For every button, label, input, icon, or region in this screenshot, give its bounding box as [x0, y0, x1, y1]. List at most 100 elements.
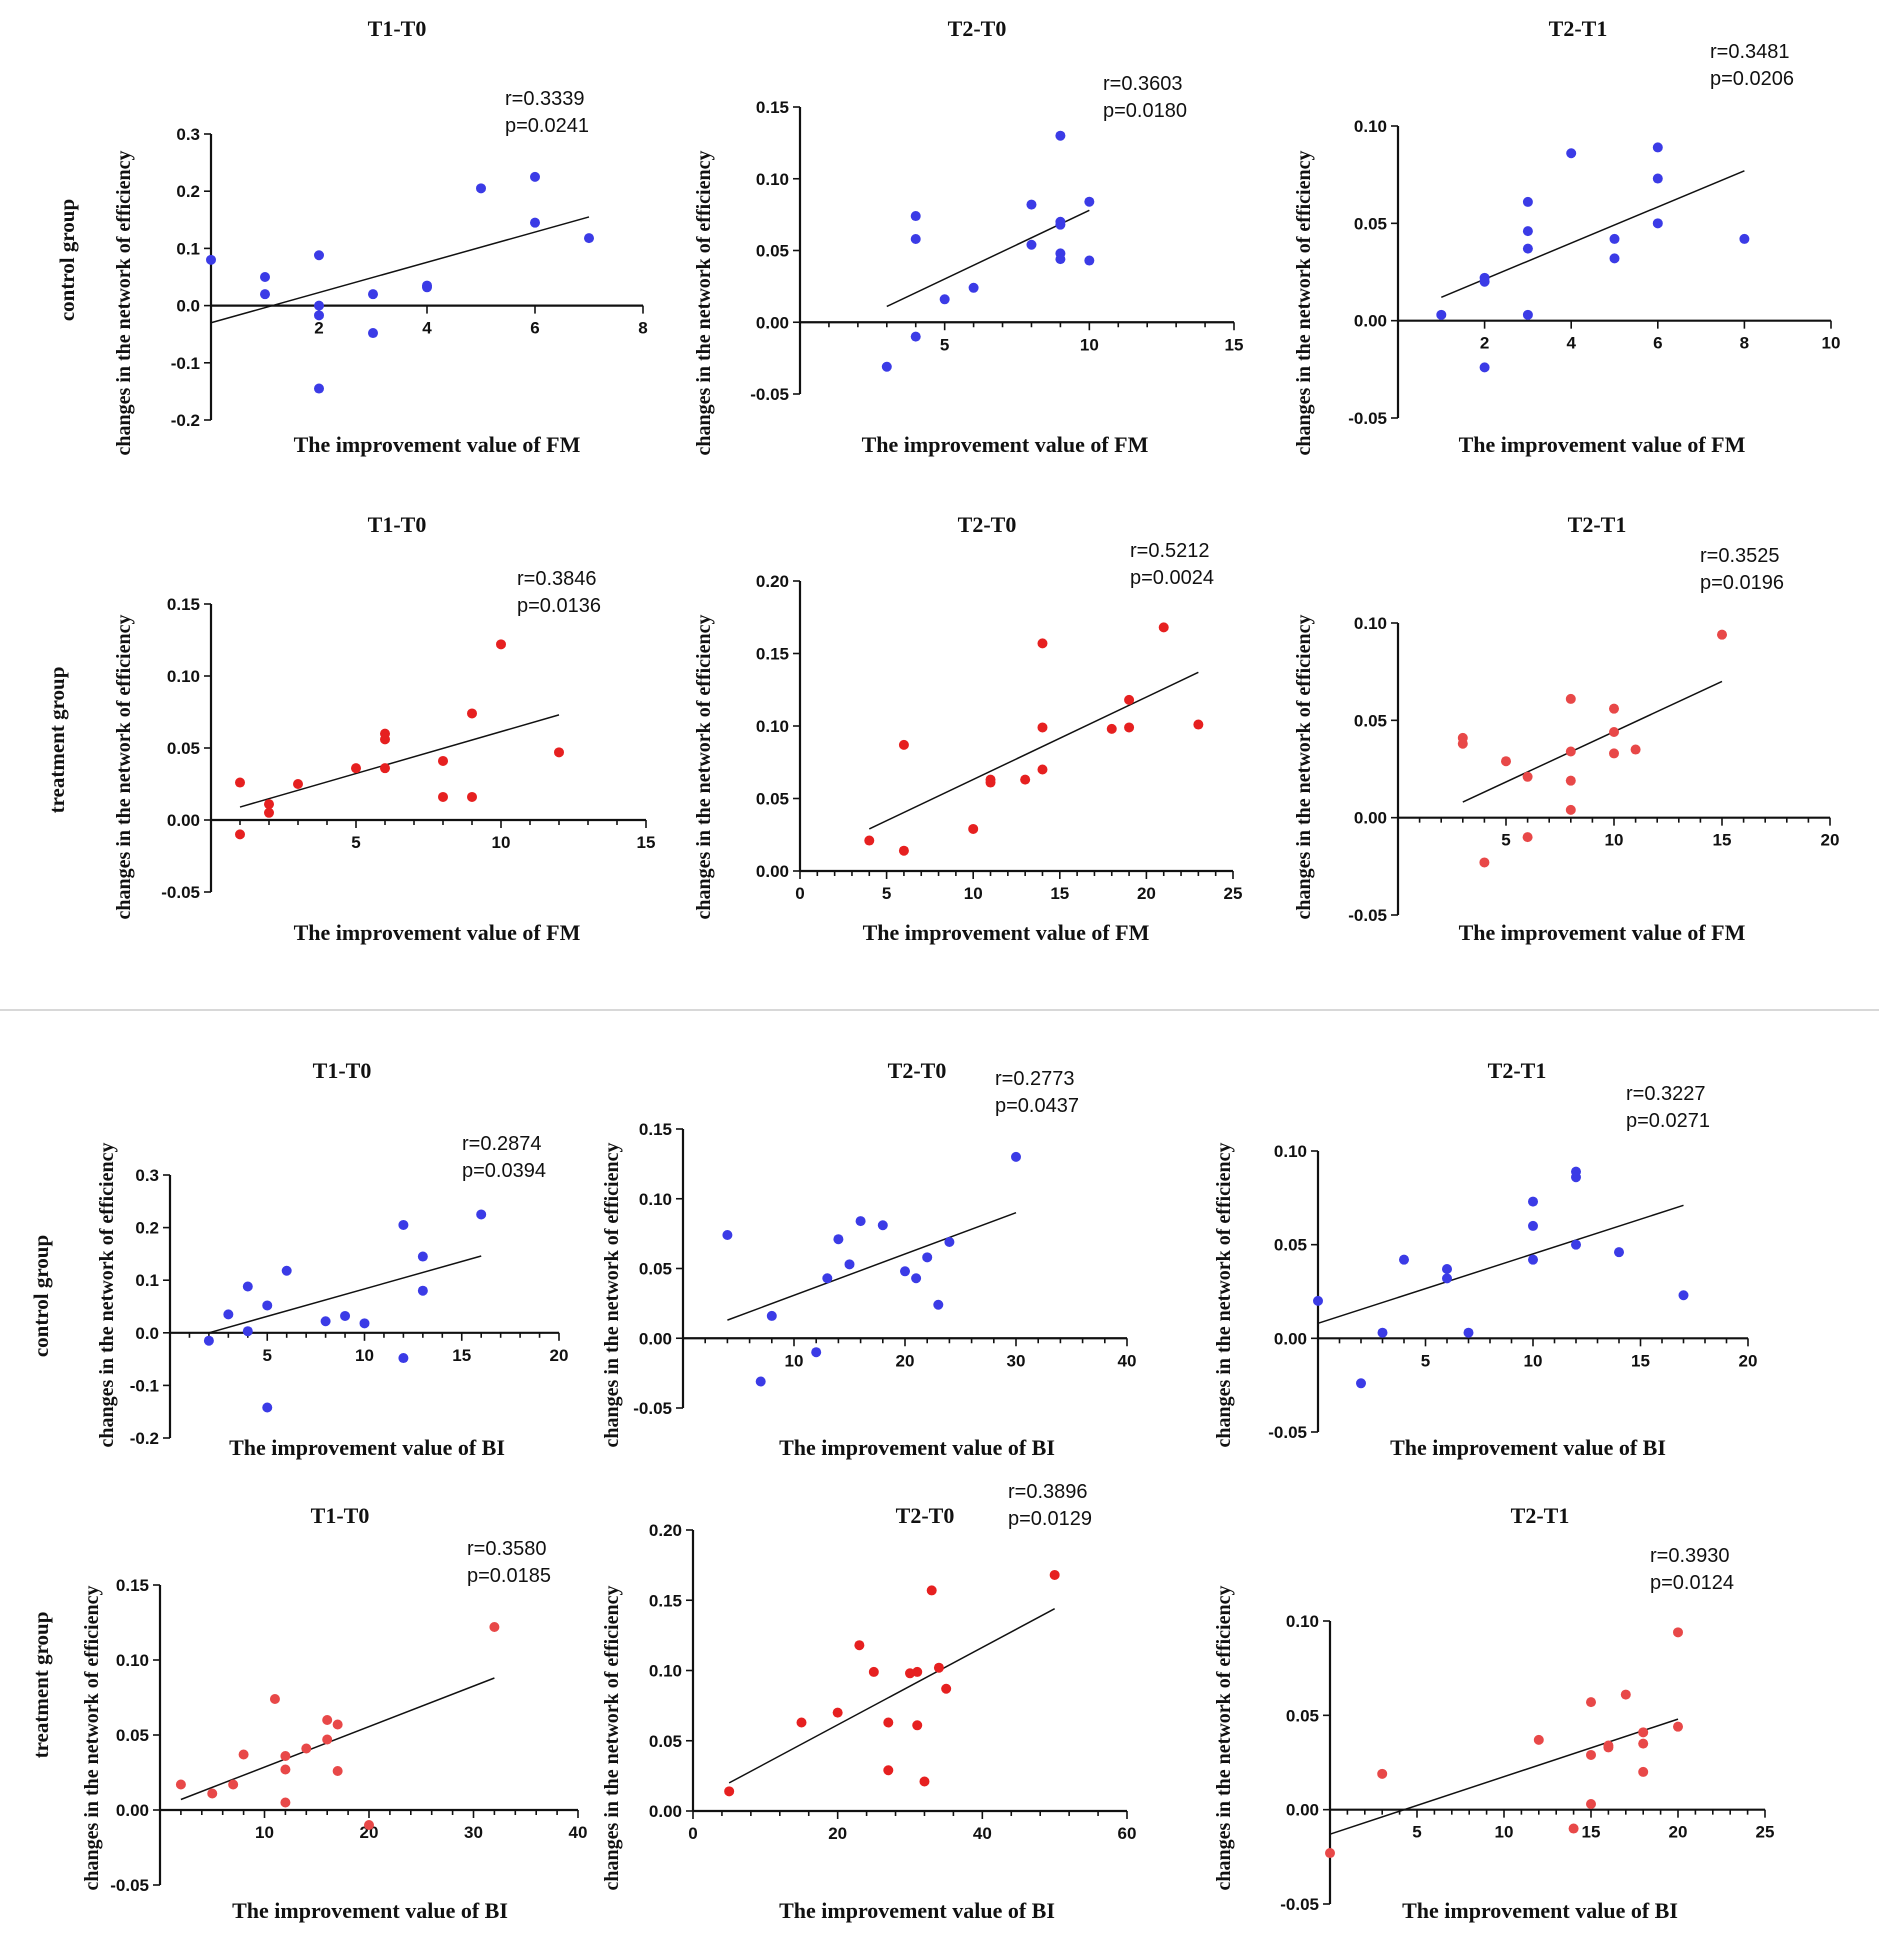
y-tick-label: 0.15	[116, 1576, 149, 1595]
data-point	[766, 1310, 777, 1321]
y-axis-title: changes in the network of efficiency	[1293, 151, 1315, 456]
data-point	[1571, 1239, 1581, 1250]
data-point	[238, 1749, 249, 1760]
x-axis-title: The improvement value of FM	[863, 920, 1150, 945]
x-tick-label: 15	[1631, 1351, 1650, 1370]
data-point	[1522, 243, 1533, 254]
data-point	[364, 1820, 374, 1830]
x-tick-label: 5	[351, 833, 360, 852]
y-tick-label: 0.0	[135, 1324, 159, 1343]
data-point	[1463, 1327, 1474, 1338]
p-value: p=0.0136	[517, 595, 601, 617]
correlation-r: r=0.3930	[1650, 1545, 1730, 1567]
data-point	[496, 639, 506, 650]
data-point	[207, 1788, 218, 1799]
data-point	[1356, 1378, 1366, 1389]
correlation-r: r=0.3481	[1710, 41, 1790, 63]
data-point	[985, 777, 996, 788]
x-axis-title: The improvement value of BI	[779, 1898, 1055, 1923]
data-point	[933, 1299, 944, 1310]
y-tick-label: 0.20	[649, 1521, 682, 1540]
regression-line	[239, 714, 560, 808]
data-point	[438, 755, 448, 766]
chart-fm-t-t2t0: T2-T0 0.00 0.05 0.10 0.15 0.20 0 5 10 15 20 25 r=0.5…	[693, 512, 1242, 945]
x-tick-label: 15	[1582, 1823, 1601, 1842]
data-point	[854, 1640, 865, 1651]
y-tick-label: 0.00	[116, 1801, 149, 1820]
data-point	[1377, 1327, 1388, 1338]
data-point	[912, 1720, 923, 1731]
data-point	[203, 1335, 214, 1346]
correlation-r: r=0.3580	[467, 1538, 547, 1560]
data-point	[235, 777, 245, 788]
chart-bi-c-t1t0: T1-T0 -0.2 -0.1 0.0 0.1 0.2 0.3 5 10 15 20 r=0.2874…	[96, 1058, 568, 1460]
y-tick-label: 0.2	[135, 1219, 159, 1238]
y-tick-label: -0.2	[171, 411, 200, 430]
data-point	[398, 1353, 409, 1364]
data-point	[939, 294, 950, 305]
y-tick-label: 0.10	[1354, 117, 1387, 136]
group-label-treatment-bi: treatment group	[29, 1612, 53, 1759]
y-tick-label: 0.15	[756, 98, 789, 117]
data-point	[417, 1285, 428, 1296]
data-point	[1571, 1172, 1581, 1183]
scatter-plots: T1-T0 -0.2 -0.1 0.0 0.1 0.2 0.3 2 4 6 8 r=0.3339 p=0…	[81, 16, 1840, 1923]
data-point	[881, 361, 892, 372]
data-point	[944, 1236, 955, 1247]
x-tick-label: 15	[1225, 335, 1244, 354]
data-point	[1325, 1848, 1335, 1859]
x-tick-label: 30	[464, 1823, 483, 1842]
x-tick-label: 5	[1501, 831, 1510, 850]
data-point	[832, 1707, 843, 1718]
data-point	[235, 829, 245, 840]
data-point	[912, 1666, 923, 1677]
x-tick-label: 5	[1412, 1823, 1421, 1842]
data-point	[1106, 723, 1117, 734]
x-tick-label: 5	[1421, 1351, 1430, 1370]
x-tick-label: 0	[688, 1824, 697, 1843]
data-point	[280, 1751, 291, 1761]
data-point	[1479, 857, 1490, 868]
regression-line	[727, 1211, 1017, 1321]
data-point	[262, 1402, 273, 1413]
data-point	[724, 1786, 735, 1797]
correlation-r: r=0.2874	[462, 1133, 542, 1155]
data-point	[1528, 1220, 1538, 1231]
y-tick-label: 0.10	[116, 1651, 149, 1670]
data-point	[1565, 746, 1576, 757]
data-point	[1609, 253, 1620, 264]
data-point	[1026, 239, 1037, 250]
chart-bi-t-t2t0: T2-T0 0.00 0.05 0.10 0.15 0.20 0 20 40 60 r=0.3896…	[601, 1481, 1136, 1923]
data-point	[1479, 276, 1490, 287]
data-point	[1049, 1569, 1060, 1580]
data-point	[280, 1764, 291, 1775]
y-tick-label: 0.1	[176, 239, 200, 258]
regression-line	[728, 1608, 1056, 1784]
y-tick-label: 0.0	[176, 297, 200, 316]
data-point	[1037, 764, 1048, 775]
y-tick-label: 0.3	[135, 1166, 159, 1185]
data-point	[1565, 804, 1576, 815]
data-point	[822, 1273, 833, 1284]
data-point	[883, 1765, 894, 1776]
data-point	[1652, 142, 1663, 153]
x-tick-label: 40	[1118, 1351, 1137, 1370]
data-point	[1436, 309, 1447, 320]
correlation-r: r=0.3896	[1008, 1481, 1088, 1503]
data-point	[320, 1316, 331, 1327]
chart-title: T2-T0	[896, 1503, 955, 1528]
y-tick-label: 0.15	[649, 1591, 682, 1610]
data-point	[1652, 173, 1663, 184]
y-tick-label: 0.05	[756, 242, 789, 261]
regression-line	[1317, 1204, 1684, 1325]
x-axis-title: The improvement value of BI	[779, 1435, 1055, 1460]
y-tick-label: 0.2	[176, 182, 200, 201]
data-point	[1011, 1151, 1021, 1162]
y-tick-label: 0.05	[649, 1732, 682, 1751]
y-tick-label: 0.10	[756, 717, 789, 736]
data-point	[314, 250, 324, 261]
chart-bi-t-t2t1: T2-T1 -0.05 0.00 0.05 0.10 5 10 15 20 25 r=0.3930 p…	[1213, 1503, 1774, 1923]
y-tick-label: -0.1	[171, 354, 200, 373]
data-point	[260, 289, 270, 300]
